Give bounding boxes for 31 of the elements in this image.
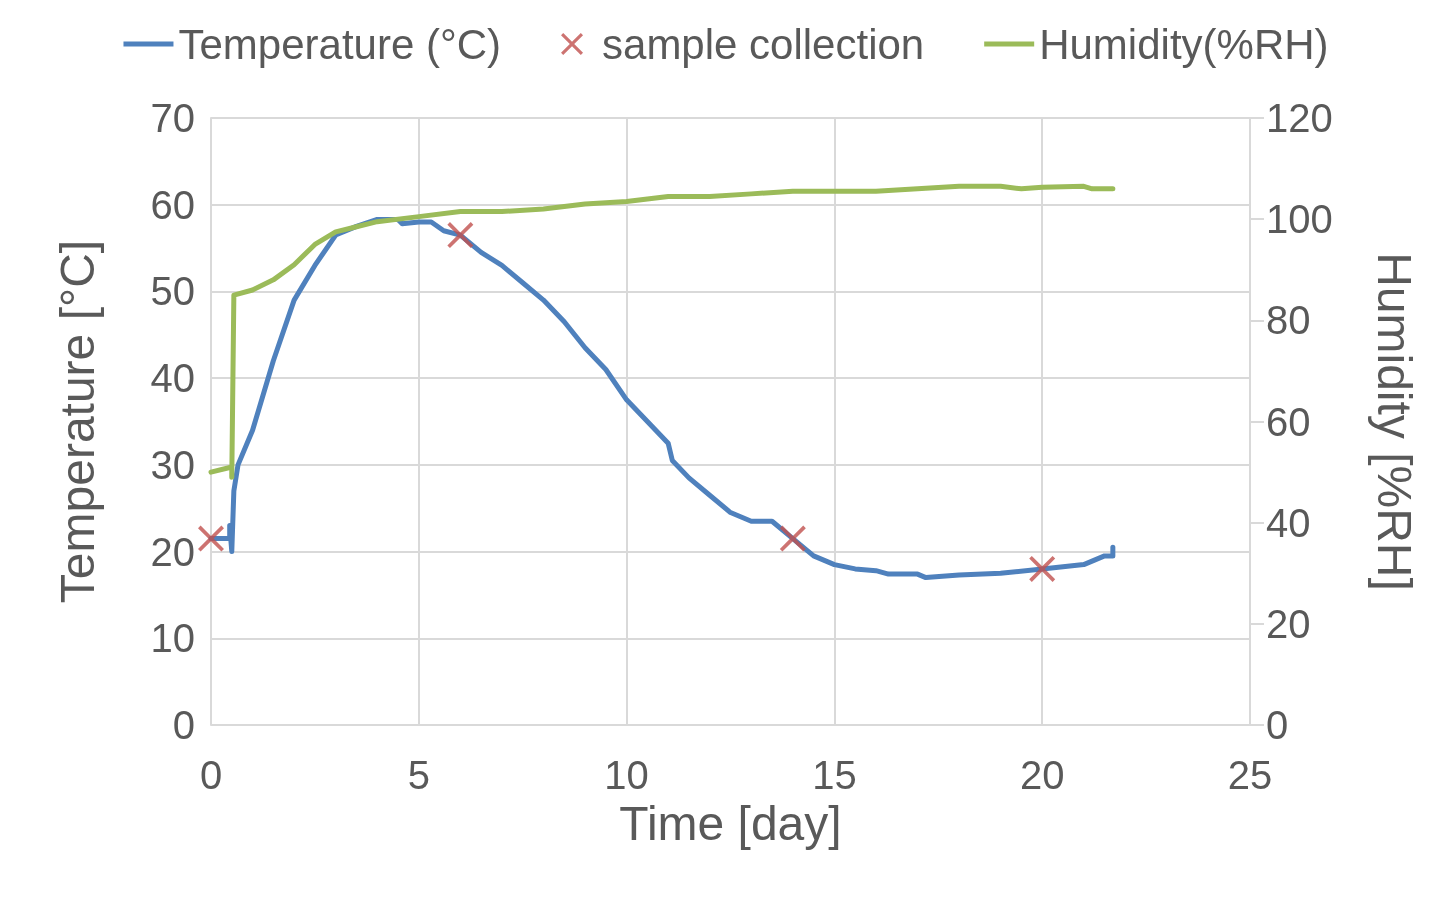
x-tick-label: 15 — [812, 753, 857, 797]
y2-tick-label: 40 — [1266, 500, 1311, 545]
y2-tick-label: 100 — [1266, 197, 1333, 242]
legend-label: sample collection — [602, 20, 925, 68]
y-tick-label: 40 — [150, 356, 195, 401]
point — [1029, 555, 1056, 582]
y-tick-label: 50 — [150, 269, 195, 314]
point — [779, 525, 806, 552]
x-tick-label: 5 — [407, 753, 430, 797]
y2-axis-title: Humidity [%RH] — [1367, 252, 1421, 591]
legend-label: Humidity(%RH) — [1039, 20, 1329, 68]
y2-tick-label: 20 — [1266, 601, 1311, 646]
x-axis-title: Time [day] — [619, 797, 842, 851]
point — [447, 222, 474, 249]
x-tick-label: 25 — [1227, 753, 1273, 797]
point — [198, 525, 224, 552]
y2-tick-label: 60 — [1266, 399, 1311, 444]
y-tick-label: 10 — [150, 616, 195, 661]
x-tick-label: 10 — [604, 753, 649, 797]
y-tick-label: 60 — [150, 182, 195, 227]
x-tick-label: 20 — [1019, 753, 1065, 797]
y-tick-label: 20 — [150, 529, 195, 574]
y-tick-label: 30 — [150, 442, 195, 487]
x-tick-label: 0 — [199, 753, 223, 797]
y-axis-title: Temperature [°C] — [50, 239, 104, 604]
legend-label: Temperature (°C) — [178, 20, 502, 68]
y2-tick-label: 120 — [1266, 96, 1333, 140]
y-tick-label: 0 — [172, 703, 195, 747]
y2-tick-label: 0 — [1266, 703, 1289, 747]
y-tick-label: 70 — [150, 96, 195, 140]
y2-tick-label: 80 — [1266, 298, 1311, 343]
